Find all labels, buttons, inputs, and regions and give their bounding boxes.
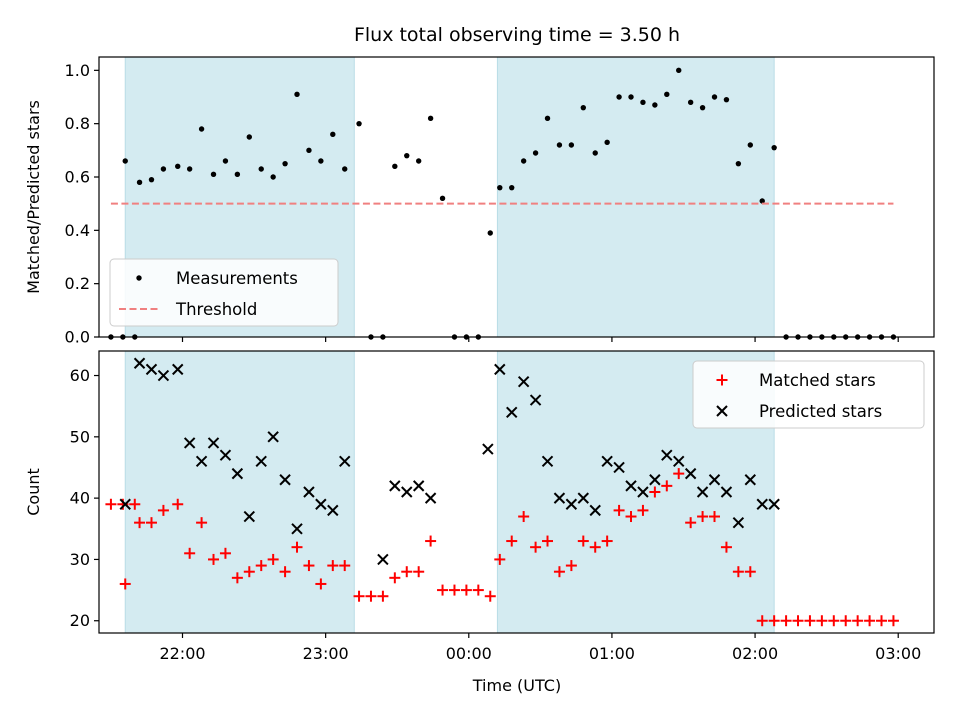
measurement-point [342, 166, 347, 171]
shaded-interval-1 [125, 351, 354, 633]
measurement-point [270, 174, 275, 179]
measurement-point [712, 94, 717, 99]
measurement-point [748, 142, 753, 147]
legend-label: Threshold [175, 300, 257, 319]
measurement-point [211, 172, 216, 177]
legend-label: Predicted stars [759, 402, 882, 421]
measurement-point [593, 150, 598, 155]
measurement-point [724, 97, 729, 102]
measurement-point [628, 94, 633, 99]
measurement-point [616, 94, 621, 99]
x-tick-label: 23:00 [303, 644, 349, 663]
measurement-point [294, 92, 299, 97]
measurement-point [652, 102, 657, 107]
y-tick-label: 0.8 [65, 114, 90, 133]
measurement-point [736, 161, 741, 166]
measurement-point [771, 145, 776, 150]
x-tick-label: 00:00 [446, 644, 492, 663]
measurement-point [676, 68, 681, 73]
y-axis-label: Count [24, 468, 43, 516]
y-tick-label: 30 [70, 550, 90, 569]
measurement-point [545, 116, 550, 121]
y-axis-label: Matched/Predicted stars [24, 100, 43, 294]
y-tick-label: 0.4 [65, 221, 90, 240]
measurement-point [235, 172, 240, 177]
measurement-point [604, 140, 609, 145]
x-axis-label: Time (UTC) [472, 676, 561, 695]
measurement-point [392, 164, 397, 169]
legend-label: Measurements [176, 269, 298, 288]
measurement-point [306, 148, 311, 153]
y-tick-label: 1.0 [65, 61, 90, 80]
x-tick-label: 02:00 [732, 644, 778, 663]
shaded-interval-2 [497, 57, 774, 337]
measurement-point [428, 116, 433, 121]
y-tick-label: 50 [70, 427, 90, 446]
y-tick-label: 0.0 [65, 328, 90, 347]
measurement-point [533, 150, 538, 155]
measurement-point [557, 142, 562, 147]
chart-title: Flux total observing time = 3.50 h [354, 24, 680, 46]
measurement-point [123, 158, 128, 163]
measurement-point [404, 153, 409, 158]
measurement-point [187, 166, 192, 171]
measurement-point [199, 126, 204, 131]
measurement-point [356, 121, 361, 126]
y-tick-label: 20 [70, 611, 90, 630]
measurement-point [318, 158, 323, 163]
measurement-point [664, 92, 669, 97]
measurement-point [416, 158, 421, 163]
measurement-point [175, 164, 180, 169]
measurement-point [509, 185, 514, 190]
measurement-point [330, 132, 335, 137]
y-tick-label: 0.6 [65, 168, 90, 187]
measurement-point [161, 166, 166, 171]
measurement-point [149, 177, 154, 182]
measurement-point [581, 105, 586, 110]
legend: Matched stars Predicted stars [693, 361, 924, 428]
figure: Flux total observing time = 3.50 h 0.0 0.… [0, 0, 960, 720]
measurement-point [688, 100, 693, 105]
measurement-point [259, 166, 264, 171]
x-tick-label: 01:00 [589, 644, 635, 663]
measurement-point [497, 185, 502, 190]
measurement-point [223, 158, 228, 163]
measurement-point [700, 105, 705, 110]
measurement-point [640, 100, 645, 105]
measurement-point [282, 161, 287, 166]
y-tick-label: 60 [70, 366, 90, 385]
y-tick-label: 40 [70, 489, 90, 508]
measurement-point [569, 142, 574, 147]
y-tick-label: 0.2 [65, 274, 90, 293]
legend: Measurements Threshold [110, 259, 338, 326]
measurement-point [247, 134, 252, 139]
x-tick-label: 22:00 [159, 644, 205, 663]
measurement-point [521, 158, 526, 163]
measurement-point [440, 196, 445, 201]
measurement-point [137, 180, 142, 185]
measurement-point [488, 230, 493, 235]
x-tick-label: 03:00 [875, 644, 921, 663]
legend-label: Matched stars [759, 371, 876, 390]
legend-marker [136, 275, 141, 280]
